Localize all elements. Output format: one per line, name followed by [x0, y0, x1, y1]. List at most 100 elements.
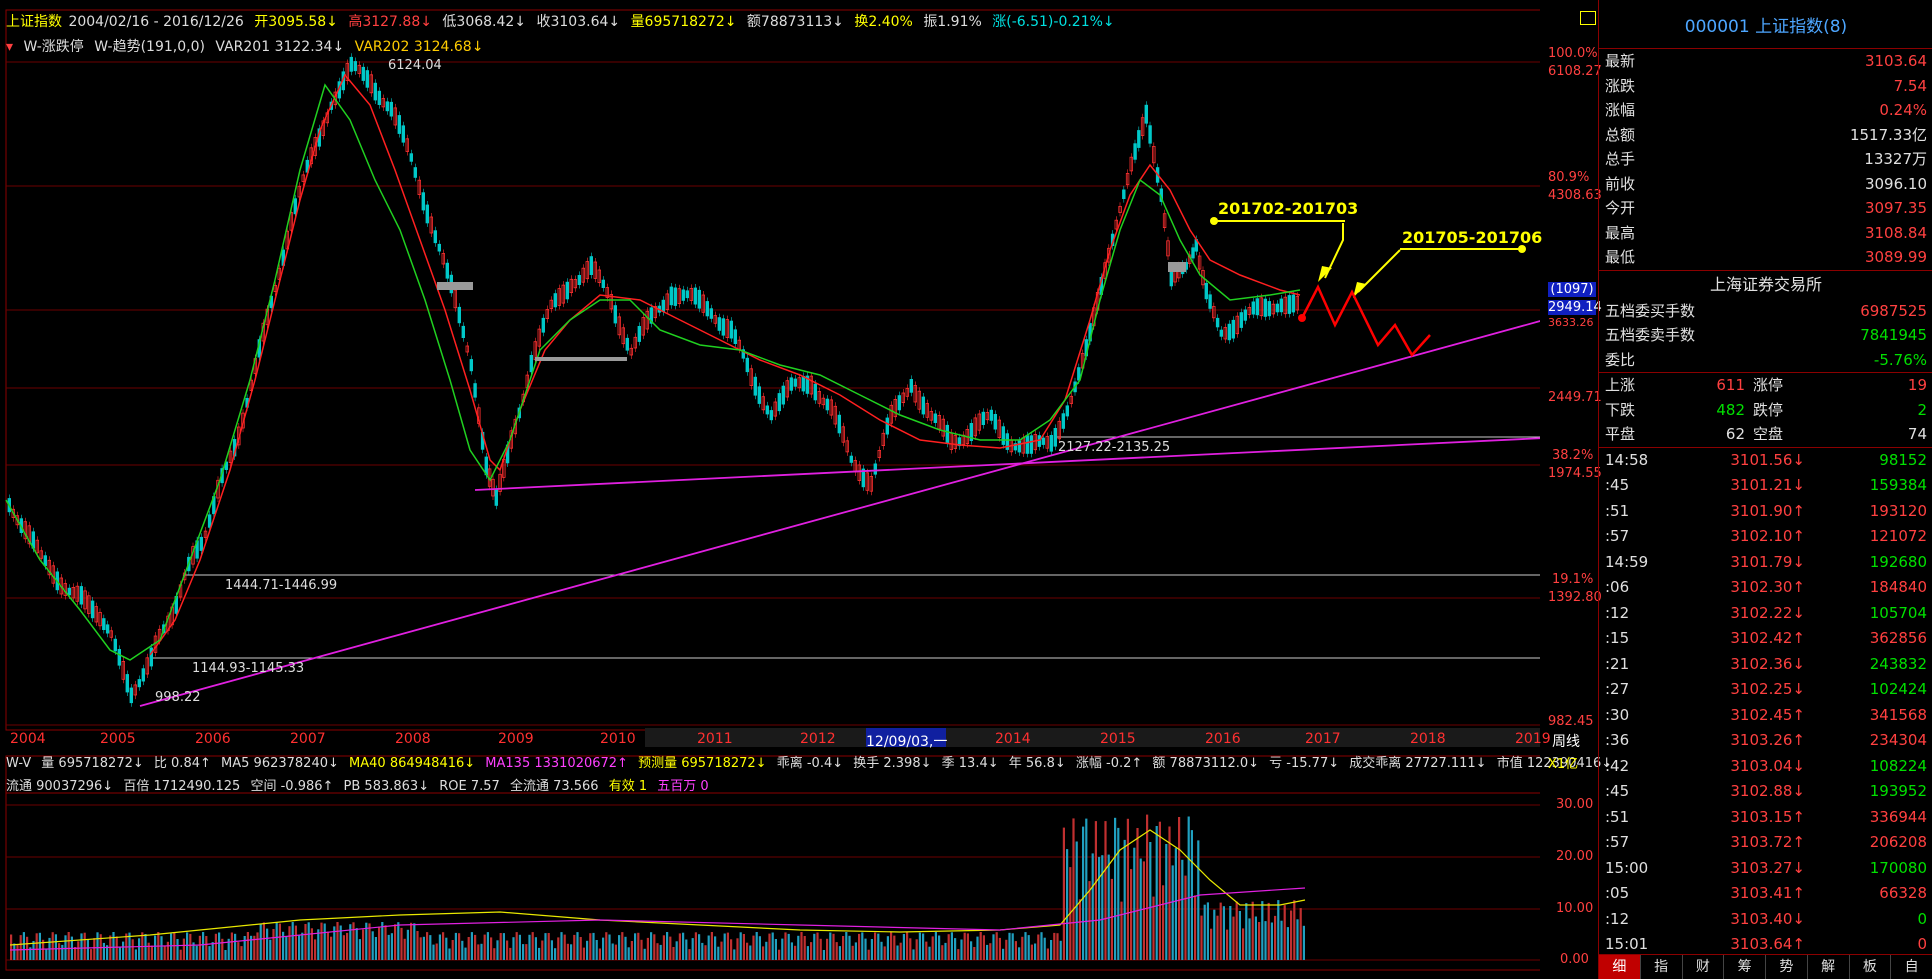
volume-bar [282, 931, 285, 960]
quote-value: 7.54 [1893, 76, 1927, 95]
volume-bar [1002, 948, 1005, 960]
tick-row: :06 3102.30↑ 184840 [1599, 575, 1932, 601]
quote-row: 涨幅 0.24% [1599, 98, 1932, 123]
volume-bar [333, 926, 336, 960]
vol-hundredfold: 百倍 1712490.125 [123, 779, 241, 794]
volume-bar [730, 939, 733, 960]
volume-bar [918, 932, 921, 960]
volume-bar [64, 935, 67, 960]
panel-tab[interactable]: 细 [1599, 955, 1641, 979]
volume-bar [771, 932, 774, 960]
volume-bar [368, 923, 371, 960]
tick-volume: 243832 [1869, 654, 1927, 673]
tick-price: 3102.30↑ [1730, 578, 1805, 596]
vol-w-v[interactable]: W-V [6, 756, 32, 771]
volume-bar [1296, 919, 1299, 960]
vol-axis-unit[interactable]: X1亿 [1548, 757, 1579, 772]
volume-bar [160, 936, 163, 960]
period-label[interactable]: 周线 [1552, 734, 1580, 750]
volume-bar [502, 933, 505, 960]
volume-bar [522, 944, 525, 960]
volume-bar [358, 939, 361, 960]
panel-tab[interactable]: 解 [1808, 955, 1850, 979]
quote-title[interactable]: 000001 上证指数(8) [1599, 0, 1932, 49]
window-toggle-icon[interactable] [1580, 11, 1596, 25]
tick-time: :05 [1605, 884, 1630, 902]
volume-bar [74, 947, 77, 960]
turnover-value: 换2.40% [854, 14, 913, 30]
tick-row: :45 3102.88↓ 193952 [1599, 779, 1932, 805]
volume-bar [1261, 901, 1264, 960]
volume-bar [499, 933, 502, 960]
panel-tab[interactable]: 指 [1641, 955, 1683, 979]
panel-tab[interactable]: 势 [1766, 955, 1808, 979]
volume-bar [419, 937, 422, 960]
vol-space: 空间 -0.986↑ [250, 779, 334, 794]
volume-bar [432, 944, 435, 960]
high-value: 高3127.88↓ [348, 14, 432, 30]
volume-bar [976, 936, 979, 960]
volume-bar [1293, 900, 1296, 960]
volume-bar [781, 938, 784, 960]
volume-bar [202, 932, 205, 960]
volume-bar [96, 932, 99, 960]
tick-volume: 159384 [1869, 476, 1927, 494]
volume-bar [982, 935, 985, 960]
quote-row: 最低 3089.99 [1599, 245, 1932, 270]
vol-turnover: 换手 2.398↓ [853, 756, 932, 771]
volume-bar [605, 932, 608, 960]
tick-volume: 184840 [1869, 578, 1927, 596]
volume-bar [752, 935, 755, 960]
volume-bar [189, 933, 192, 960]
volume-bar [710, 932, 713, 960]
volume-bar [858, 933, 861, 960]
volume-bar [451, 940, 454, 960]
volume-bar [832, 933, 835, 960]
volume-bar [582, 947, 585, 960]
tick-list[interactable]: 14:58 3101.56↓ 98152:45 3101.21↓ 159384:51 31… [1599, 448, 1932, 958]
panel-tab[interactable]: 筹 [1724, 955, 1766, 979]
volume-bar [1206, 902, 1209, 960]
volume-bar [230, 932, 233, 960]
volume-bar [886, 936, 889, 960]
volume-bar [166, 941, 169, 960]
volume-bar [1034, 943, 1037, 960]
volume-bar [416, 931, 419, 960]
volume-bar [525, 944, 528, 960]
volume-bar [243, 936, 246, 960]
book-label: 五档委卖手数 [1605, 326, 1696, 344]
book-label: 五档委买手数 [1605, 301, 1696, 320]
volume-bar [947, 934, 950, 960]
volume-bar [13, 943, 16, 960]
volume-bars [10, 814, 1305, 960]
vol-five-million: 五百万 0 [657, 779, 709, 794]
vol-year: 年 56.8↓ [1008, 756, 1066, 771]
breadth-row: 上涨 611 涨停 19 [1599, 373, 1932, 398]
volume-bar [1114, 817, 1117, 960]
panel-tab[interactable]: 板 [1850, 955, 1892, 979]
volume-bar [221, 938, 224, 960]
volume-bar [483, 934, 486, 960]
volume-bar [467, 937, 470, 960]
tick-row: :51 3103.15↑ 336944 [1599, 805, 1932, 831]
volume-bar [826, 938, 829, 960]
breadth-label-2: 涨停 [1753, 376, 1784, 394]
tick-volume: 192680 [1869, 552, 1927, 571]
volume-bar [1136, 828, 1139, 960]
indicator-zdt[interactable]: W-涨跌停 [23, 39, 84, 55]
volume-bar [874, 932, 877, 960]
volume-bar [698, 934, 701, 960]
book-value: 7841945 [1860, 326, 1927, 344]
volume-bar [864, 938, 867, 960]
volume-bar [1030, 944, 1033, 960]
volume-bar [342, 935, 345, 960]
volume-bar [669, 936, 672, 960]
kline-chart-area[interactable] [0, 0, 1540, 979]
panel-tab[interactable]: 自 [1891, 955, 1932, 979]
volume-bar [365, 922, 368, 960]
volume-bar [704, 945, 707, 960]
volume-bar [320, 922, 323, 960]
volume-bar [1165, 844, 1168, 960]
indicator-trend[interactable]: W-趋势(191,0,0) [94, 39, 205, 55]
panel-tab[interactable]: 财 [1683, 955, 1725, 979]
